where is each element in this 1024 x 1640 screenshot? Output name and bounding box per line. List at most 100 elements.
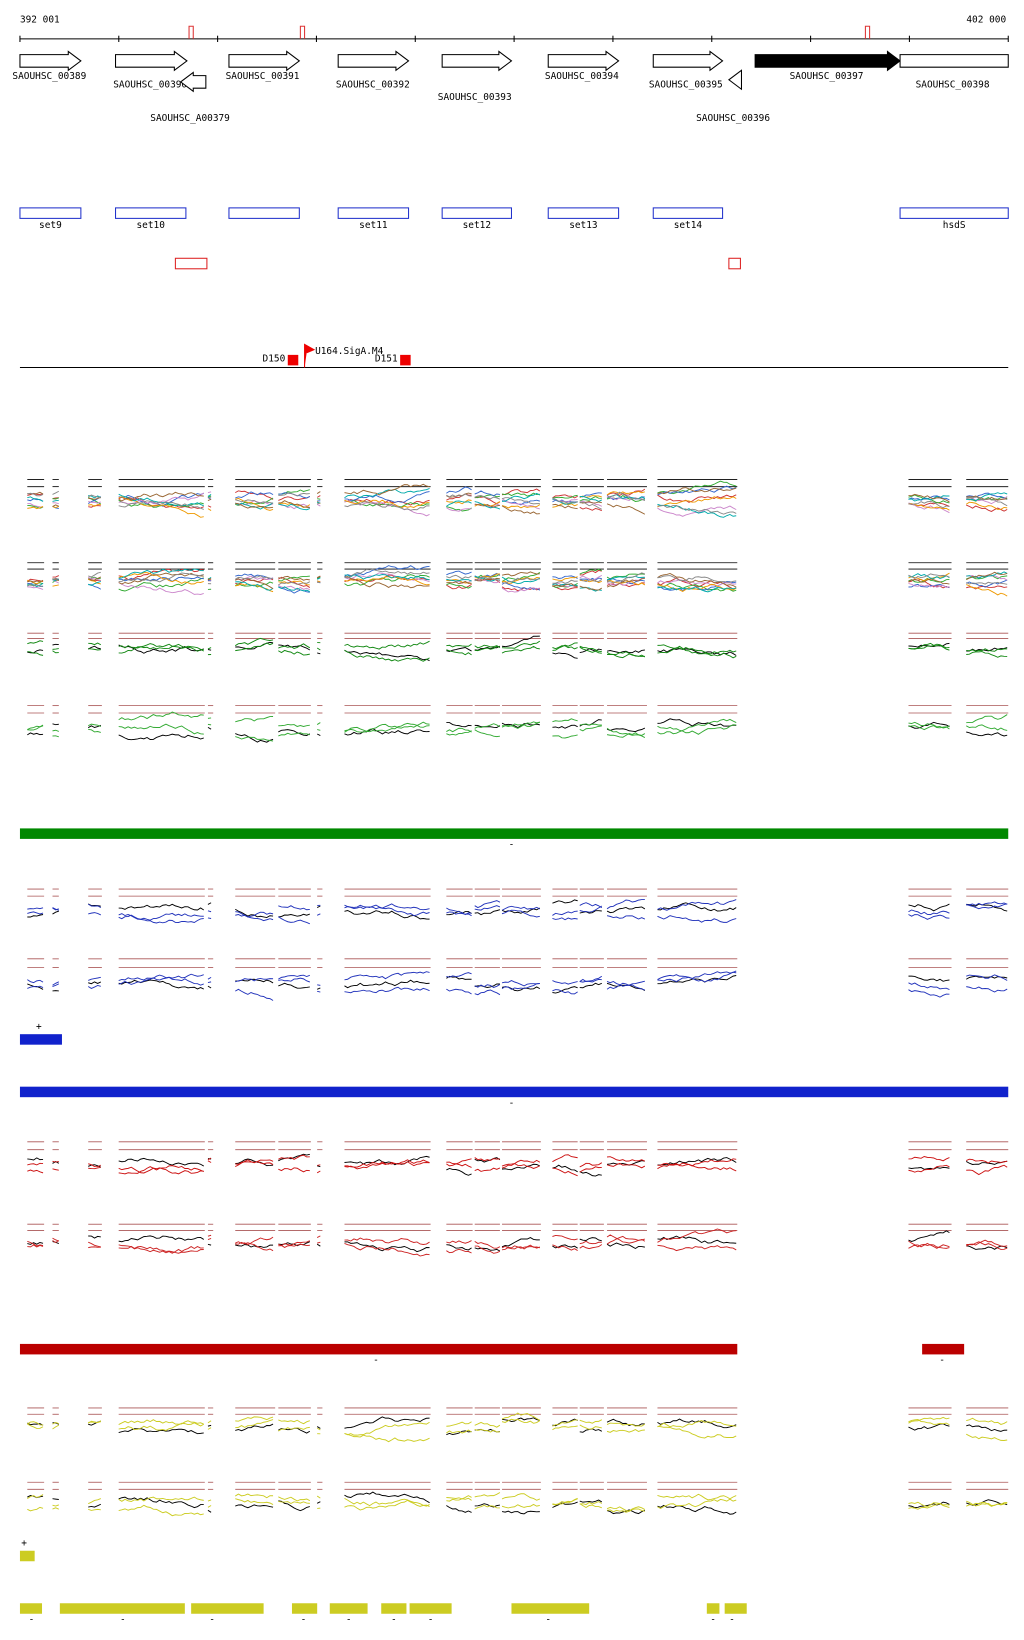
expression-line <box>88 1241 101 1248</box>
expression-line <box>278 982 310 989</box>
expression-line <box>316 577 321 580</box>
expression-line <box>579 902 603 909</box>
expression-line <box>316 987 321 990</box>
expression-line <box>52 729 59 732</box>
expression-line <box>607 1156 646 1162</box>
expression-line <box>502 721 540 729</box>
expression-line <box>606 491 646 502</box>
expression-line <box>27 505 44 510</box>
expression-line <box>552 986 578 994</box>
expression-line <box>966 571 1008 581</box>
expression-line <box>118 903 205 911</box>
expression-line <box>446 506 472 512</box>
expression-line <box>474 494 501 499</box>
expression-line <box>657 494 737 503</box>
expression-line <box>27 979 44 984</box>
expression-line <box>657 1235 737 1244</box>
expression-line <box>344 1499 430 1511</box>
expression-line <box>316 575 321 578</box>
expression-line <box>207 981 212 983</box>
strand-mark: - <box>509 1098 515 1109</box>
expression-line <box>606 1234 645 1244</box>
expression-line <box>501 1412 541 1421</box>
expression-line <box>446 649 472 656</box>
expression-line <box>966 1500 1008 1507</box>
expression-line <box>27 578 44 583</box>
expression-line <box>316 722 321 725</box>
expression-line <box>606 1242 645 1250</box>
expression-line <box>657 575 737 583</box>
expression-line <box>607 572 646 584</box>
expression-line <box>207 910 212 913</box>
promoter-label: D151 <box>375 354 398 365</box>
expression-line <box>118 1157 204 1167</box>
expression-line <box>474 1421 501 1428</box>
expression-line <box>966 647 1008 652</box>
gene-label: SAOUHSC_00389 <box>12 71 86 82</box>
expression-line <box>52 490 60 495</box>
expression-line <box>118 723 204 735</box>
expression-line <box>606 1162 646 1169</box>
region-label: set11 <box>359 220 388 231</box>
promoter-label: D150 <box>263 354 286 365</box>
expression-line <box>316 1170 321 1174</box>
expression-line <box>501 492 541 502</box>
expression-line <box>87 494 101 499</box>
expression-line <box>118 491 204 502</box>
expression-line <box>501 582 541 591</box>
expression-line <box>88 723 102 727</box>
promoter-box <box>400 354 411 366</box>
expression-line <box>657 1420 737 1428</box>
expression-line <box>657 1158 737 1167</box>
expression-line <box>278 1153 310 1162</box>
track-bar <box>511 1603 590 1614</box>
expression-line <box>316 1501 321 1504</box>
strand-mark: - <box>545 1615 551 1626</box>
expression-line <box>501 571 540 577</box>
expression-line <box>88 976 101 981</box>
expression-line <box>317 729 321 731</box>
expression-line <box>606 1235 646 1245</box>
expression-line <box>657 915 737 923</box>
expression-line <box>579 501 603 510</box>
gene-arrow <box>652 50 724 72</box>
expression-line <box>908 1423 950 1431</box>
track-bar <box>19 1343 738 1355</box>
expression-line <box>474 983 500 988</box>
expression-line <box>118 1496 204 1503</box>
expression-line <box>317 498 321 500</box>
expression-line <box>344 499 430 508</box>
expression-line <box>88 576 102 581</box>
expression-line <box>344 574 430 581</box>
expression-line <box>88 500 101 504</box>
expression-line <box>207 494 212 497</box>
expression-line <box>235 642 274 652</box>
expression-line <box>446 643 472 648</box>
expression-line <box>657 1493 737 1501</box>
expression-line <box>52 1507 60 1510</box>
gene-arrow <box>899 54 1009 68</box>
expression-line <box>657 1425 737 1439</box>
expression-line <box>52 1240 60 1244</box>
expression-line <box>344 728 430 736</box>
expression-line <box>552 579 578 584</box>
expression-line <box>446 1244 472 1251</box>
expression-line <box>316 1427 321 1431</box>
expression-line <box>316 1235 321 1238</box>
expression-line <box>606 649 645 654</box>
expression-line <box>118 1244 204 1254</box>
expression-line <box>474 1240 501 1249</box>
expression-line <box>344 903 430 911</box>
expression-line <box>446 1429 472 1434</box>
expression-line <box>474 1245 501 1254</box>
expression-line <box>88 1163 102 1168</box>
expression-line <box>235 499 274 504</box>
expression-line <box>278 644 311 651</box>
expression-line <box>278 643 311 649</box>
expression-line <box>344 640 430 650</box>
expression-line <box>27 579 44 583</box>
expression-line <box>579 1166 602 1173</box>
expression-line <box>606 1506 646 1512</box>
expression-line <box>316 495 321 498</box>
gene-arrow <box>19 50 82 72</box>
